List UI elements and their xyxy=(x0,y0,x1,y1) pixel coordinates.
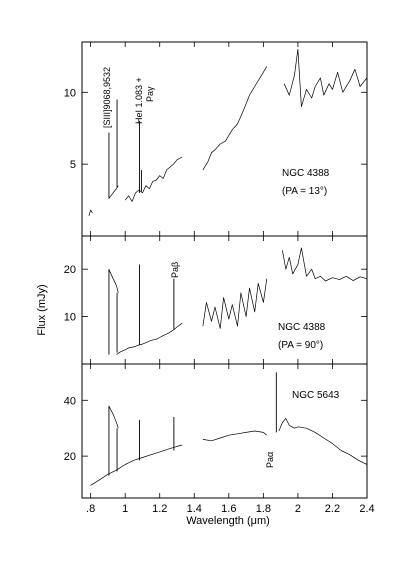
line-label-pagamma: Paγ xyxy=(145,86,155,102)
line-label-hei: HeI 1.083 + xyxy=(134,77,144,124)
panel-2-annotations: NGC 4388 (PA = 90°) Paβ xyxy=(170,262,326,351)
spectrum-segment xyxy=(278,418,368,465)
spectrum-segment xyxy=(282,247,368,282)
panel-2: 10 20 xyxy=(64,235,368,365)
spectrum-segment xyxy=(90,444,183,486)
x-axis-title: Wavelength (μm) xyxy=(186,515,270,527)
y-tick-label: 10 xyxy=(64,312,76,324)
y-tick-label: 5 xyxy=(70,159,76,171)
panel-1-annotations: NGC 4388 (PA = 13°) [SIII]9068,9532 HeI … xyxy=(102,67,330,197)
line-label-pabeta: Paβ xyxy=(170,262,180,278)
x-tick-label: 1 xyxy=(122,503,128,515)
panel-3-object-label: NGC 5643 xyxy=(292,390,340,401)
panel-3-frame xyxy=(81,363,368,499)
y-axis-title: Flux (mJy) xyxy=(36,284,48,335)
spectrum-segment xyxy=(108,185,119,199)
panel-1-frame xyxy=(81,41,368,237)
x-tick-label: .8 xyxy=(86,503,95,515)
line-label-siii: [SIII]9068,9532 xyxy=(102,67,112,128)
y-tick-label: 10 xyxy=(64,87,76,99)
x-tick-label: 2 xyxy=(295,503,301,515)
spectrum-segment xyxy=(202,66,268,171)
x-tick-label: 2.4 xyxy=(359,503,374,515)
panel-2-object-label: NGC 4388 xyxy=(278,322,326,333)
spectrum-segment xyxy=(202,430,268,442)
panel-3-annotations: NGC 5643 Paα xyxy=(265,390,340,468)
spectrum-segment xyxy=(88,209,93,216)
spectrum-segment xyxy=(108,269,119,293)
x-tick-label: 1.8 xyxy=(256,503,271,515)
spectrum-segment xyxy=(124,156,183,202)
y-tick-label: 20 xyxy=(64,264,76,276)
y-tick-label: 20 xyxy=(64,451,76,463)
panel-2-pa-label: (PA = 90°) xyxy=(278,340,323,351)
panel-1-pa-label: (PA = 13°) xyxy=(282,186,327,197)
x-tick-label: 1.6 xyxy=(221,503,236,515)
line-label-paalpha: Paα xyxy=(265,452,275,468)
spectrum-segment xyxy=(202,278,268,329)
x-tick-label: 1.4 xyxy=(187,503,202,515)
spectrum-segment xyxy=(283,48,368,108)
spectrum-segment xyxy=(108,405,119,429)
spectrum-segment xyxy=(116,322,183,355)
panel-1-object-label: NGC 4388 xyxy=(282,168,330,179)
x-tick-label: 1.2 xyxy=(152,503,167,515)
y-tick-label: 40 xyxy=(64,395,76,407)
x-tick-label: 2.2 xyxy=(325,503,340,515)
